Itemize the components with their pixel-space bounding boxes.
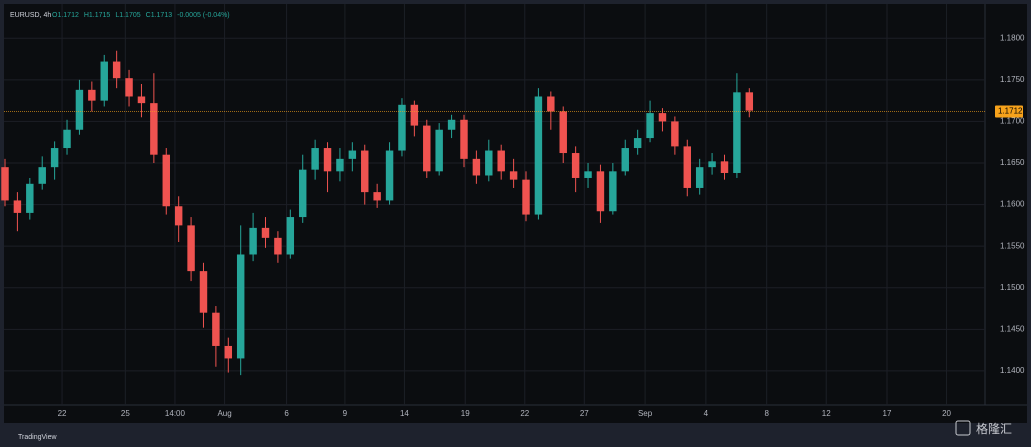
candle-body [174, 206, 183, 226]
candle-body [150, 103, 158, 155]
candle-body [26, 183, 34, 213]
last-price-box [995, 105, 1023, 118]
candle-body [212, 312, 220, 346]
y-tick-label: 1.1800 [1000, 33, 1025, 42]
candle-body [497, 150, 505, 172]
candle-body [50, 148, 59, 168]
candle-body [671, 121, 679, 147]
candle-body [286, 217, 295, 255]
candle-body [236, 254, 245, 359]
legend-value: L1.1705 [115, 12, 140, 19]
y-tick-label: 1.1500 [1000, 283, 1025, 292]
candle-body [708, 161, 716, 168]
candle-body [733, 92, 741, 173]
x-tick-label: 25 [121, 409, 130, 418]
x-tick-label: 9 [343, 409, 348, 418]
candle-body [361, 150, 369, 193]
legend-value: -0.0005 (-0.04%) [177, 12, 230, 19]
x-tick-label: 8 [764, 409, 769, 418]
candle-body [720, 161, 729, 173]
watermark: 格隆汇 [976, 421, 1012, 436]
candle-body [88, 89, 96, 101]
x-tick-label: 27 [580, 409, 589, 418]
candle-body [63, 129, 71, 149]
candle-body [162, 154, 170, 207]
plot-background [4, 4, 1027, 423]
x-tick-label: Aug [217, 409, 231, 418]
x-tick-label: 14:00 [165, 409, 186, 418]
candle-body [398, 104, 406, 151]
candle-body [472, 158, 481, 176]
candle-body [187, 225, 195, 272]
candle-body [633, 138, 642, 149]
x-tick-label: 22 [520, 409, 529, 418]
legend-value: O1.1712 [52, 12, 79, 19]
y-tick-label: 1.1600 [1000, 200, 1025, 209]
candle-body [609, 171, 617, 212]
candle-body [299, 169, 307, 218]
candle-body [435, 129, 443, 172]
symbol: EURUSD, 4h [10, 12, 51, 19]
candle-body [695, 167, 704, 188]
candle-body [658, 113, 667, 122]
x-tick-label: 4 [704, 409, 709, 418]
candle-body [584, 171, 592, 178]
candle-body [410, 104, 419, 126]
candle-body [100, 61, 108, 101]
x-tick-label: 22 [58, 409, 67, 418]
last-price-label: 1.1712 [998, 107, 1023, 116]
candle-body [137, 96, 146, 104]
x-tick-label: 14 [400, 409, 409, 418]
y-tick-label: 1.1650 [1000, 158, 1025, 167]
candle-body [559, 111, 567, 154]
candle-body [38, 167, 46, 184]
y-tick-label: 1.1450 [1000, 324, 1025, 333]
legend-value: C1.1713 [146, 12, 173, 19]
x-tick-label: 19 [461, 409, 470, 418]
candle-body [348, 150, 357, 159]
candle-body [311, 148, 319, 170]
candle-body [596, 171, 605, 212]
legend-value: H1.1715 [84, 12, 111, 19]
candle-body [509, 171, 518, 180]
candle-body [75, 89, 84, 130]
y-tick-label: 1.1550 [1000, 241, 1025, 250]
candle-body [261, 227, 270, 238]
candle-body [323, 148, 332, 172]
candle-body [447, 119, 456, 130]
candle-body [522, 179, 530, 215]
candle-body [224, 345, 233, 359]
x-tick-label: 6 [284, 409, 289, 418]
candle-body [547, 96, 555, 112]
candle-body [423, 125, 431, 172]
candle-body [571, 153, 580, 178]
candle-body [125, 78, 133, 97]
candle-body [745, 92, 754, 111]
candle-body [1, 167, 9, 201]
x-tick-label: 20 [942, 409, 951, 418]
candle-body [373, 192, 381, 201]
candle-body [646, 113, 654, 139]
candle-body [112, 61, 121, 79]
candle-body [336, 158, 344, 172]
footer: TradingView [18, 434, 57, 441]
candle-body [485, 150, 493, 176]
y-tick-label: 1.1750 [1000, 75, 1025, 84]
x-tick-label: 12 [822, 409, 831, 418]
candle-body [621, 148, 629, 172]
y-tick-label: 1.1400 [1000, 366, 1025, 375]
candle-body [683, 146, 691, 188]
candle-body [274, 237, 282, 255]
candle-body [199, 271, 208, 313]
watermark-logo [955, 420, 971, 436]
candle-body [534, 96, 543, 215]
x-tick-label: Sep [638, 409, 653, 418]
candle-body [385, 150, 394, 201]
candle-body [13, 200, 22, 213]
y-tick-label: 1.1700 [1000, 117, 1025, 126]
x-tick-label: 17 [883, 409, 892, 418]
candle-body [249, 227, 257, 255]
candle-body [460, 119, 468, 159]
